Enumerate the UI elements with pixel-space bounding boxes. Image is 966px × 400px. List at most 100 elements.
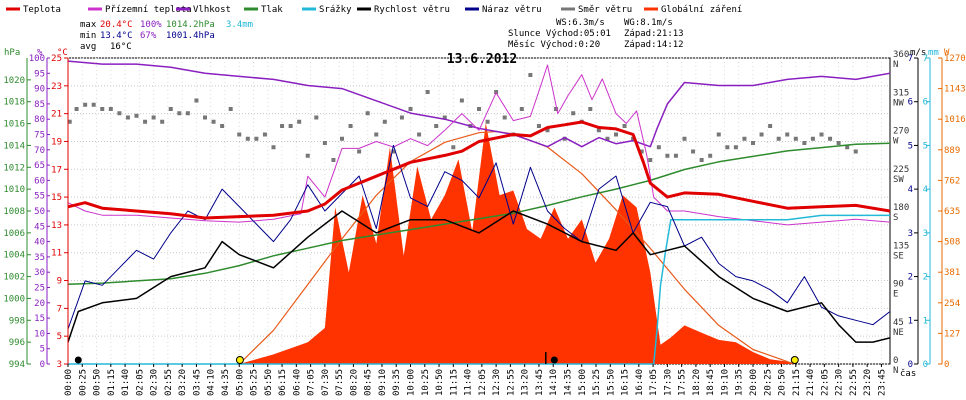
wind-direction-point [648, 158, 653, 162]
radiation-tick-label: 762 [944, 176, 960, 186]
x-tick-label: 19:10 [720, 369, 730, 396]
wind-direction-point [733, 145, 738, 150]
x-tick-label: 22:30 [835, 369, 845, 396]
wind-direction-point [699, 158, 704, 162]
x-tick-label: 15:25 [592, 369, 602, 396]
wind-direction-point [819, 132, 824, 137]
wind-speed-tick-label: 2 [908, 273, 913, 283]
chart-title: 13.6.2012 [447, 52, 517, 67]
humidity-tick-label: 75 [34, 131, 45, 141]
legend-label: Směr větru [578, 5, 632, 15]
x-tick-label: 08:45 [364, 369, 374, 396]
wind-direction-point [125, 115, 130, 120]
wind-direction-point [451, 145, 456, 150]
rain-tick-label: 0 [923, 360, 928, 370]
x-tick-label: 23:20 [863, 369, 873, 396]
legend-label: Náraz větru [482, 5, 542, 15]
wind-direction-tick-name: N [893, 366, 898, 376]
temperature-axis-unit: °C [57, 48, 68, 58]
x-tick-label: 20:00 [749, 369, 759, 396]
wind-direction-point [828, 136, 833, 141]
wind-direction-point [554, 107, 559, 111]
wind-direction-tick-value: 90 [893, 280, 904, 290]
moon-set-info: Západ:14:12 [624, 40, 684, 50]
wind-direction-point [134, 113, 139, 118]
humidity-tick-label: 95 [34, 69, 45, 79]
rain-tick-label: 1 [923, 316, 928, 326]
humidity-tick-label: 20 [34, 299, 45, 309]
humidity-tick-label: 35 [34, 253, 45, 263]
radiation-tick-label: 1270 [944, 54, 966, 64]
temperature-tick-label: 19 [51, 137, 62, 147]
wind-direction-point [768, 124, 773, 128]
legend-label: Vlhkost [193, 5, 231, 15]
humidity-tick-label: 70 [34, 146, 45, 156]
x-tick-label: 10:25 [421, 369, 431, 396]
wind-direction-tick-name: NW [893, 98, 904, 108]
pressure-tick-label: 1006 [3, 229, 25, 239]
wind-direction-point [656, 145, 661, 150]
x-tick-label: 02:30 [150, 369, 160, 396]
x-tick-label: 00:00 [64, 369, 74, 396]
wind-gust-info: WG:8.1m/s [624, 18, 673, 28]
legend-label: Tlak [261, 5, 283, 15]
wind-direction-point [314, 115, 319, 120]
wind-direction-point [348, 124, 353, 128]
x-tick-label: 15:00 [578, 369, 588, 396]
sunrise-marker [235, 356, 244, 364]
stat-avg-temp: 16°C [110, 42, 132, 52]
pressure-tick-label: 1010 [3, 185, 25, 195]
x-tick-label: 06:40 [292, 369, 302, 396]
wind-direction-tick-value: 0 [893, 356, 898, 366]
humidity-tick-label: 50 [34, 207, 45, 217]
radiation-tick-label: 889 [944, 146, 960, 156]
wind-direction-point [185, 111, 190, 116]
wind-direction-point [708, 153, 713, 158]
radiation-tick-label: 635 [944, 207, 960, 217]
wind-direction-point [639, 149, 644, 154]
wind-direction-tick-name: W [893, 137, 899, 147]
wind-direction-tick-value: 270 [893, 127, 909, 137]
x-tick-label: 13:20 [521, 369, 531, 396]
x-tick-label: 20:50 [778, 369, 788, 396]
pressure-line [67, 142, 891, 285]
stat-min-humidity: 67% [140, 31, 157, 41]
x-tick-label: 12:30 [492, 369, 502, 396]
wind-direction-point [228, 107, 233, 111]
wind-direction-point [477, 107, 481, 111]
wind-direction-point [211, 119, 216, 124]
x-tick-label: 20:25 [763, 369, 773, 396]
pressure-tick-label: 1018 [3, 98, 25, 108]
x-tick-label: 01:40 [121, 369, 131, 396]
wind-direction-tick-value: 45 [893, 318, 904, 328]
wind-direction-point [391, 149, 396, 154]
stat-avg-label: avg [80, 42, 96, 52]
x-tick-label: 10:00 [407, 369, 417, 396]
x-tick-label: 23:45 [877, 369, 887, 396]
wind-direction-point [434, 124, 439, 128]
wind-direction-point [220, 124, 225, 128]
radiation-tick-label: 1143 [944, 85, 966, 95]
wind-speed-tick-label: 3 [908, 229, 913, 239]
x-tick-label: 05:50 [264, 369, 274, 396]
stat-max-temp: 20.4°C [100, 20, 133, 30]
radiation-tick-label: 508 [944, 238, 960, 248]
wind-direction-tick-name: S [893, 213, 898, 223]
stat-min-pressure: 1001.4hPa [166, 31, 215, 41]
radiation-tick-label: 1016 [944, 115, 966, 125]
wind-direction-point [254, 136, 259, 141]
pressure-tick-label: 1012 [3, 163, 25, 173]
wind-direction-point [528, 73, 533, 77]
wind-speed-tick-label: 0 [908, 360, 913, 370]
x-tick-label: 14:10 [549, 369, 559, 396]
wind-direction-point [459, 98, 464, 103]
humidity-tick-label: 55 [34, 192, 45, 202]
wind-speed-axis-unit: m/s [910, 48, 926, 58]
pressure-tick-label: 1014 [3, 141, 25, 151]
wind-direction-point [143, 119, 148, 124]
wind-direction-point [614, 132, 618, 137]
x-tick-label: 11:15 [449, 369, 459, 396]
wind-direction-point [605, 136, 610, 141]
x-tick-label: 07:05 [307, 369, 317, 396]
